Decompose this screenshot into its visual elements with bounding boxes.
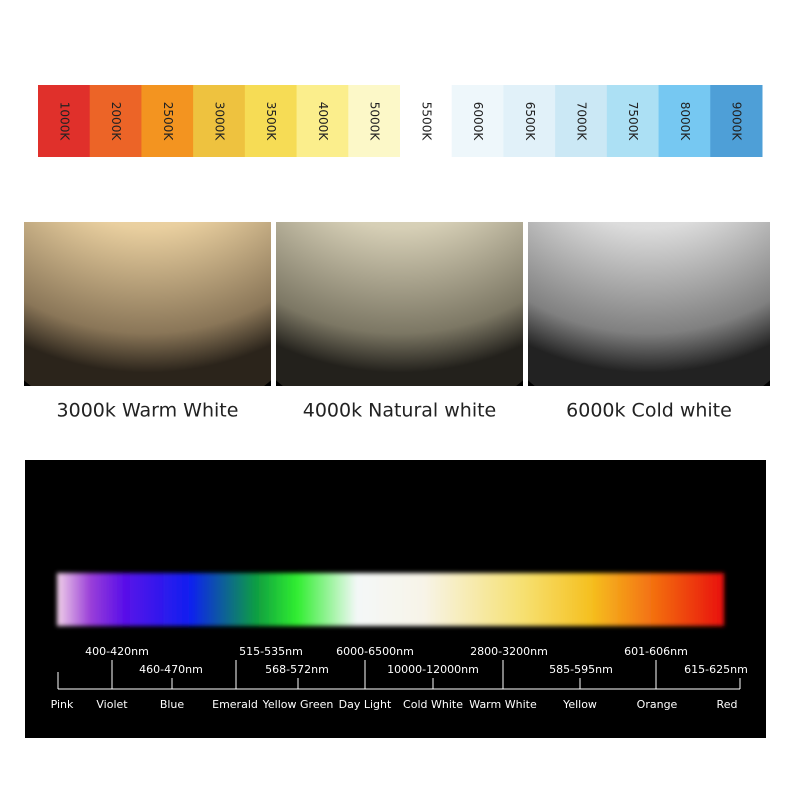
temperature-cell [141,85,194,157]
color-name: Blue [160,698,185,711]
temperature-cell [348,85,401,157]
temperature-label: 4000K [316,102,330,142]
photo-caption: 6000k Cold white [566,400,732,422]
temperature-cell [193,85,246,157]
wavelength-label: 615-625nm [684,663,748,676]
color-name: Orange [637,698,678,711]
wavelength-label: 6000-6500nm [336,645,414,658]
temperature-cell [710,85,763,157]
temperature-label: 2500K [161,102,175,142]
temperature-label: 7000K [575,102,589,142]
wavelength-label: 515-535nm [239,645,303,658]
temperature-cell [606,85,660,157]
wavelength-label: 585-595nm [549,663,613,676]
temperature-label: 5500K [419,102,433,142]
temperature-label: 3000K [213,102,227,142]
temperature-label: 3500K [264,102,278,142]
spectrum-bar [57,573,724,626]
temperature-cell [244,85,298,157]
photo-light [24,222,271,386]
temperature-label: 6500K [523,102,537,142]
color-name: Yellow [562,698,597,711]
photo-light [528,222,770,386]
wavelength-label: 460-470nm [139,663,203,676]
temperature-label: 7500K [626,102,640,142]
temperature-label: 9000K [730,102,744,142]
temperature-cell [503,85,556,157]
color-name: Warm White [469,698,537,711]
temperature-label: 8000K [678,102,692,142]
photo-light [276,222,523,386]
color-name: Violet [96,698,128,711]
photo-caption: 3000k Warm White [57,400,239,422]
temperature-cell [296,85,349,157]
color-name: Pink [51,698,74,711]
temperature-label: 5000K [368,102,382,142]
temperature-label: 2000K [109,102,123,142]
temperature-cell [89,85,142,157]
wavelength-label: 10000-12000nm [387,663,479,676]
color-name: Red [717,698,738,711]
temperature-cell [555,85,608,157]
temperature-label: 1000K [57,102,71,142]
wavelength-label: 568-572nm [265,663,329,676]
wavelength-label: 2800-3200nm [470,645,548,658]
color-name: Yellow Green [262,698,334,711]
color-name: Cold White [403,698,463,711]
photo-caption: 4000k Natural white [303,400,497,422]
temperature-label: 6000K [471,102,485,142]
temperature-cell [400,85,453,157]
color-name: Day Light [339,698,392,711]
wavelength-label: 601-606nm [624,645,688,658]
wavelength-label: 400-420nm [85,645,149,658]
color-name: Emerald [212,698,258,711]
temperature-cell [38,85,91,157]
temperature-cell [658,85,711,157]
temperature-cell [451,85,504,157]
